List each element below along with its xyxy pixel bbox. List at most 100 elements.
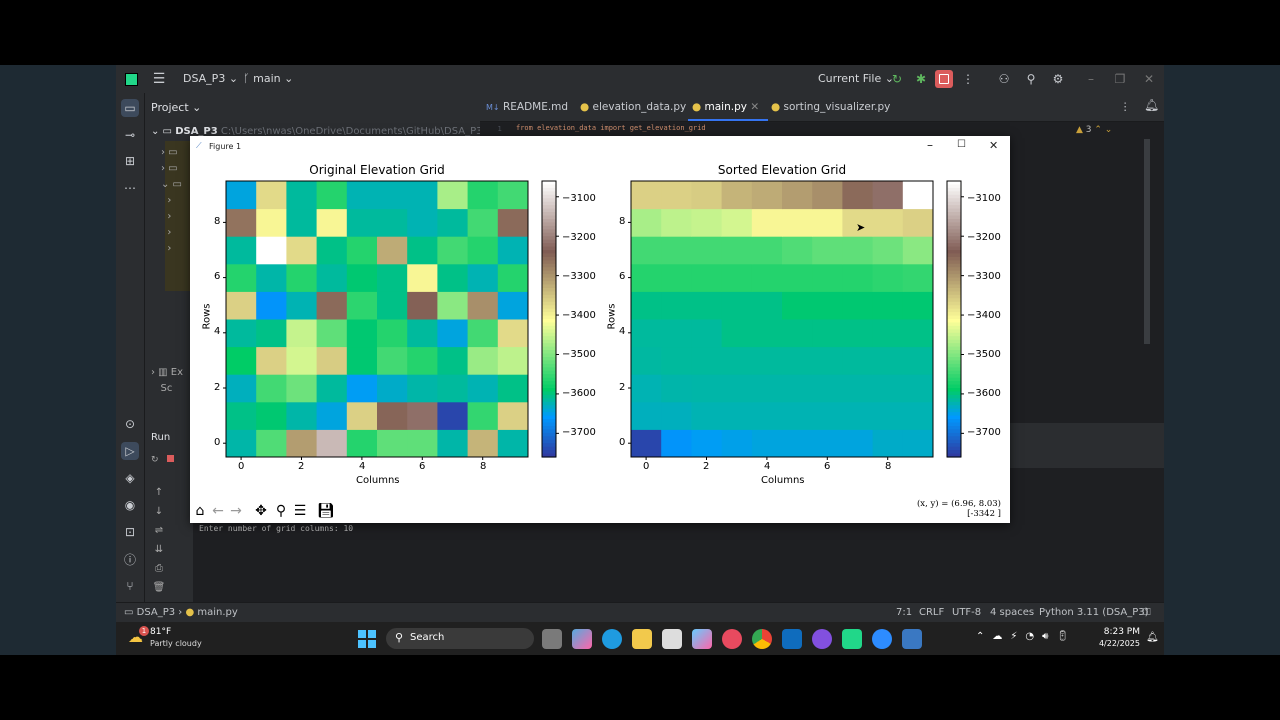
- figure-maximize-icon[interactable]: ☐: [957, 139, 966, 150]
- clock-time[interactable]: 8:23 PM: [1103, 627, 1140, 637]
- search-everywhere-icon[interactable]: ⚲: [1026, 72, 1036, 86]
- heatmap-cell: [631, 181, 662, 210]
- colorbar-segment: [947, 429, 961, 434]
- tab-sorting-visualizer[interactable]: ● sorting_visualizer.py: [771, 101, 891, 113]
- project-tool-icon[interactable]: ▭: [121, 99, 139, 117]
- edge-icon[interactable]: [602, 629, 622, 649]
- file-explorer-icon[interactable]: [632, 629, 652, 649]
- heatmap-cell: [691, 346, 723, 375]
- pan-icon[interactable]: ✥: [255, 503, 267, 519]
- line-separator[interactable]: CRLF: [919, 607, 945, 618]
- run-tool-icon[interactable]: ▷: [121, 442, 139, 460]
- zoom-icon[interactable]: ⚲: [275, 503, 287, 519]
- notifications-icon[interactable]: 🔔︎: [1144, 98, 1160, 112]
- weather-temp[interactable]: 81°F: [150, 627, 172, 637]
- start-icon[interactable]: [358, 630, 376, 648]
- minimize-icon[interactable]: –: [1088, 72, 1094, 86]
- home-icon[interactable]: ⌂: [195, 503, 205, 519]
- structure-icon[interactable]: ⊞: [124, 154, 136, 168]
- caret-position[interactable]: 7:1: [896, 607, 913, 618]
- clock-date[interactable]: 4/22/2025: [1098, 639, 1140, 648]
- close-icon[interactable]: ✕: [1143, 72, 1155, 86]
- pycharm-icon[interactable]: [842, 629, 862, 649]
- colorbar-segment: [542, 336, 556, 341]
- warnings-indicator[interactable]: ▲ 3 ⌃ ⌄: [1076, 125, 1113, 135]
- python-app-icon[interactable]: [902, 629, 922, 649]
- run-side-toolbar[interactable]: ↑ ↓ ⇌ ⇊ ⎙ 🗑: [152, 487, 166, 593]
- more-actions-icon[interactable]: ⋮: [962, 72, 974, 86]
- heatmap-cell: [842, 263, 874, 292]
- tray-icons[interactable]: ⌃☁⚡︎◔🔊︎🔋︎: [976, 631, 1078, 642]
- branch-switcher[interactable]: ᚴ main ⌄: [243, 72, 294, 85]
- office-icon[interactable]: [692, 629, 712, 649]
- lock-icon[interactable]: ⚿: [1143, 607, 1151, 618]
- taskbar-search[interactable]: ⚲ Search: [386, 628, 534, 649]
- heatmap-cell: [691, 429, 723, 458]
- github-icon[interactable]: [812, 629, 832, 649]
- heatmap-cell: [661, 346, 692, 375]
- stop-button[interactable]: [935, 70, 953, 88]
- heatmap-cell: [872, 429, 904, 458]
- main-menu-icon[interactable]: ☰: [152, 71, 166, 87]
- rerun-icon[interactable]: ↻: [891, 72, 903, 86]
- editor-scrollbar[interactable]: [1144, 139, 1150, 344]
- python-packages-icon[interactable]: ⊙: [124, 417, 136, 431]
- python-interpreter[interactable]: Python 3.11 (DSA_P3): [1039, 607, 1149, 618]
- tree-external-libs[interactable]: › ▥ Ex Sc: [151, 367, 184, 394]
- terminal-icon[interactable]: ⊡: [124, 525, 136, 539]
- services-icon[interactable]: ◈: [125, 471, 135, 485]
- heatmap-cell: [407, 291, 438, 320]
- heatmap-cell: [812, 236, 843, 265]
- store-icon[interactable]: [662, 629, 682, 649]
- zoom-icon[interactable]: [872, 629, 892, 649]
- tab-close-icon[interactable]: ✕: [750, 101, 760, 113]
- status-breadcrumb[interactable]: ▭ DSA_P3 › ● main.py: [124, 607, 238, 618]
- heatmap-cell: [721, 181, 753, 210]
- project-panel-title[interactable]: Project ⌄: [151, 101, 202, 114]
- figure-canvas[interactable]: [190, 136, 1010, 523]
- colorbar-segment: [947, 339, 961, 344]
- rerun-small-icon[interactable]: ↻: [151, 455, 159, 465]
- commit-icon[interactable]: ⊸: [124, 128, 136, 142]
- indent-setting[interactable]: 4 spaces: [990, 607, 1035, 618]
- code-line-1[interactable]: from elevation_data import get_elevation…: [516, 124, 706, 132]
- more-tools-icon[interactable]: ⋯: [124, 181, 136, 195]
- heatmap-cell: [407, 346, 438, 375]
- colorbar-segment: [542, 232, 556, 237]
- python-console-icon[interactable]: ◉: [124, 498, 136, 512]
- tab-readme[interactable]: M↓ README.md: [486, 101, 569, 113]
- back-icon[interactable]: ←: [212, 503, 224, 519]
- tree-folder-list[interactable]: › ▭ › ▭ ⌄ ▭ › › › ›: [161, 147, 183, 254]
- project-switcher[interactable]: DSA_P3 ⌄: [183, 72, 239, 85]
- weather-desc[interactable]: Partly cloudy: [150, 639, 202, 648]
- debug-icon[interactable]: ✱: [915, 72, 927, 86]
- run-panel-title[interactable]: Run: [151, 432, 171, 443]
- outlook-icon[interactable]: [782, 629, 802, 649]
- save-figure-icon[interactable]: 💾︎: [317, 503, 335, 519]
- colorbar-segment: [542, 436, 556, 441]
- figure-close-icon[interactable]: ✕: [989, 139, 999, 152]
- tab-main[interactable]: ● main.py ✕: [692, 101, 760, 113]
- run-config-selector[interactable]: Current File ⌄: [818, 72, 894, 85]
- firefox-icon[interactable]: [722, 629, 742, 649]
- heatmap-cell: [316, 181, 348, 210]
- settings-gear-icon[interactable]: ⚙: [1052, 72, 1064, 86]
- figure-minimize-icon[interactable]: –: [927, 138, 933, 152]
- task-view-icon[interactable]: [542, 629, 562, 649]
- add-user-icon[interactable]: ⚇: [998, 72, 1010, 86]
- notification-bell-icon[interactable]: 🔔︎: [1146, 632, 1159, 643]
- maximize-icon[interactable]: ❐: [1114, 72, 1126, 86]
- tab-elevation-data[interactable]: ● elevation_data.py: [580, 101, 687, 113]
- version-control-icon[interactable]: ⑂: [126, 579, 134, 593]
- problems-icon[interactable]: ⓘ: [123, 552, 136, 567]
- tabs-more-icon[interactable]: ⋮: [1120, 101, 1131, 113]
- heatmap-cell: [842, 181, 874, 210]
- configure-subplots-icon[interactable]: ☰: [293, 503, 307, 519]
- forward-icon[interactable]: →: [230, 503, 242, 519]
- stop-small-icon[interactable]: [167, 455, 174, 462]
- chrome-icon[interactable]: [752, 629, 772, 649]
- file-encoding[interactable]: UTF-8: [952, 607, 982, 618]
- heatmap-cell: [286, 429, 318, 458]
- project-root[interactable]: ⌄ ▭ DSA_P3 C:\Users\nwas\OneDrive\Docume…: [151, 126, 483, 137]
- copilot-icon[interactable]: [572, 629, 592, 649]
